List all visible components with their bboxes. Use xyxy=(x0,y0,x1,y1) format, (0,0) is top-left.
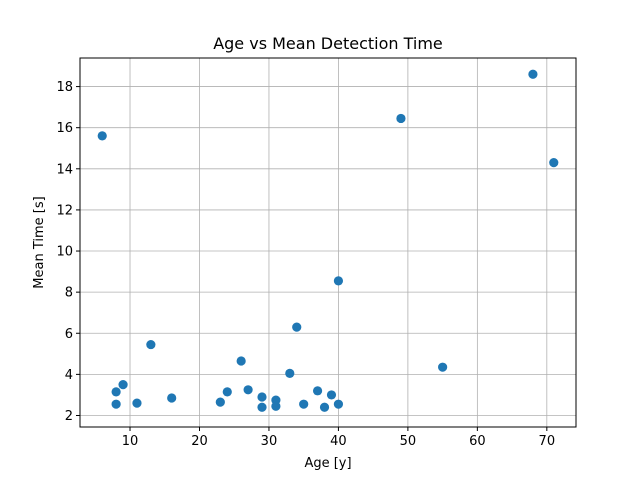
data-point xyxy=(257,392,267,402)
data-point xyxy=(215,397,225,407)
data-point xyxy=(243,385,253,395)
y-tick-label: 10 xyxy=(56,245,73,260)
x-tick-label: 40 xyxy=(330,434,347,449)
chart-title: Age vs Mean Detection Time xyxy=(213,34,443,53)
y-tick-label: 18 xyxy=(56,80,73,95)
axis-ticks: 10 20 30 40 50 60 70 2 4 6 8 10 12 14 16 18 xyxy=(56,80,555,449)
data-point xyxy=(333,399,344,409)
data-point xyxy=(528,69,538,79)
y-tick-label: 14 xyxy=(56,162,73,177)
data-point xyxy=(285,368,295,378)
y-tick-label: 4 xyxy=(65,368,73,383)
y-tick-label: 2 xyxy=(65,409,73,424)
x-tick-label: 50 xyxy=(400,434,417,449)
data-point xyxy=(111,387,121,397)
x-axis-title: Age [y] xyxy=(304,456,351,471)
data-point xyxy=(292,322,302,332)
data-point xyxy=(118,380,128,390)
data-point xyxy=(222,387,232,397)
data-point xyxy=(333,276,344,286)
y-tick-label: 12 xyxy=(56,203,73,218)
data-point xyxy=(312,386,323,396)
data-point xyxy=(132,398,142,408)
y-tick-label: 6 xyxy=(65,327,73,342)
data-point xyxy=(326,390,337,400)
plot-area xyxy=(80,58,576,427)
plot-frame xyxy=(79,57,577,428)
x-tick-label: 10 xyxy=(122,434,139,449)
data-point xyxy=(167,393,177,403)
data-point xyxy=(549,158,559,168)
data-point xyxy=(438,362,448,372)
data-points xyxy=(97,69,559,412)
x-tick-label: 60 xyxy=(469,434,486,449)
data-point xyxy=(299,399,309,409)
data-point xyxy=(236,356,246,366)
grid-lines xyxy=(80,58,576,427)
data-point xyxy=(257,402,267,412)
data-point xyxy=(319,402,330,412)
data-point xyxy=(111,399,121,409)
y-axis-title: Mean Time [s] xyxy=(32,196,47,288)
x-tick-label: 70 xyxy=(539,434,556,449)
data-point xyxy=(396,113,406,124)
data-point xyxy=(271,401,281,411)
x-tick-label: 20 xyxy=(191,434,208,449)
data-point xyxy=(146,339,156,350)
data-point xyxy=(97,131,107,141)
y-tick-label: 16 xyxy=(56,121,73,136)
x-tick-label: 30 xyxy=(261,434,278,449)
y-tick-label: 8 xyxy=(65,286,73,301)
